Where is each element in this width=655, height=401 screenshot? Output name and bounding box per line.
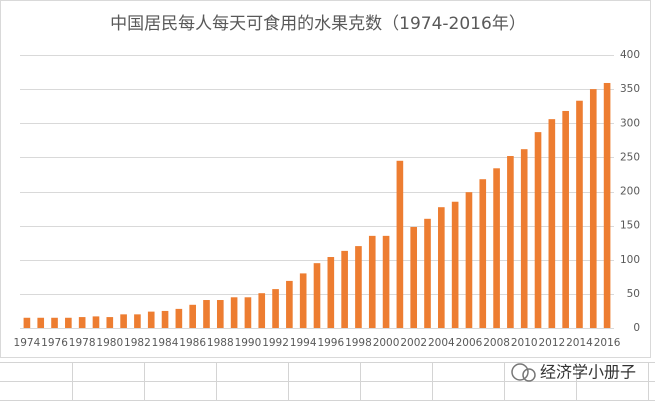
y-tick-label: 400 [620,49,640,61]
bar [51,317,58,328]
bar [23,317,31,328]
bar [175,308,183,328]
bar [355,246,362,328]
bar [382,235,390,328]
watermark-text: 经济学小册子 [540,363,636,382]
x-tick-label: 1982 [124,337,151,349]
bar [520,149,528,328]
bar [203,300,210,328]
y-tick-label: 150 [620,220,640,232]
bar [106,317,114,328]
y-tick-label: 250 [620,151,640,163]
y-tick-label: 200 [620,186,640,198]
x-tick-label: 1978 [69,337,96,349]
bar [216,300,224,328]
bar [562,110,569,328]
bar [147,311,155,328]
x-tick-label: 1990 [235,337,262,349]
watermark: 经济学小册子 [511,363,636,382]
bar [465,192,473,328]
bar [189,304,196,328]
bar [272,289,279,328]
bar [341,250,348,328]
bar [92,316,100,328]
bar [78,317,86,328]
bar [576,100,583,328]
x-tick-label: 1984 [152,337,179,349]
bar [37,317,45,328]
x-tick-label: 2008 [483,337,510,349]
bar [534,132,542,328]
x-tick-label: 2016 [594,337,621,349]
bar [258,293,266,328]
bar [451,201,459,328]
x-tick-label: 1992 [262,337,289,349]
bar [589,89,597,328]
x-tick-label: 1998 [345,337,372,349]
x-tick-label: 1988 [207,337,234,349]
y-tick-label: 300 [620,117,640,129]
bar [507,156,514,328]
x-tick-label: 1976 [41,337,68,349]
bar [120,314,127,328]
bar [368,235,376,328]
bar [313,263,321,328]
x-tick-label: 1974 [14,337,41,349]
x-tick-label: 2002 [400,337,427,349]
x-tick-label: 2000 [373,337,400,349]
bar [65,317,72,328]
chart-area [0,0,651,358]
x-tick-label: 1980 [96,337,123,349]
bar [424,218,431,328]
y-tick-label: 0 [633,322,640,334]
x-tick-label: 2004 [428,337,455,349]
x-tick-label: 1994 [290,337,317,349]
bar [410,226,418,328]
bar [479,179,487,328]
x-tick-label: 2012 [538,337,565,349]
bar [493,168,500,328]
bar [548,119,556,328]
bar [230,297,238,328]
x-tick-label: 2006 [456,337,483,349]
y-tick-label: 100 [620,254,640,266]
y-tick-label: 350 [620,83,640,95]
bar [603,82,611,328]
bar [286,280,293,328]
x-tick-label: 1986 [179,337,206,349]
bar [244,297,252,328]
x-tick-label: 2014 [566,337,593,349]
bar [299,273,307,328]
x-tick-label: 1996 [317,337,344,349]
y-tick-label: 50 [627,288,640,300]
bar [327,257,335,328]
x-tick-label: 2010 [511,337,538,349]
bar [396,160,404,328]
chart-title: 中国居民每人每天可食用的水果克数（1974-2016年） [110,14,526,34]
bar [134,314,141,328]
bar [438,207,445,328]
bar [161,310,169,328]
